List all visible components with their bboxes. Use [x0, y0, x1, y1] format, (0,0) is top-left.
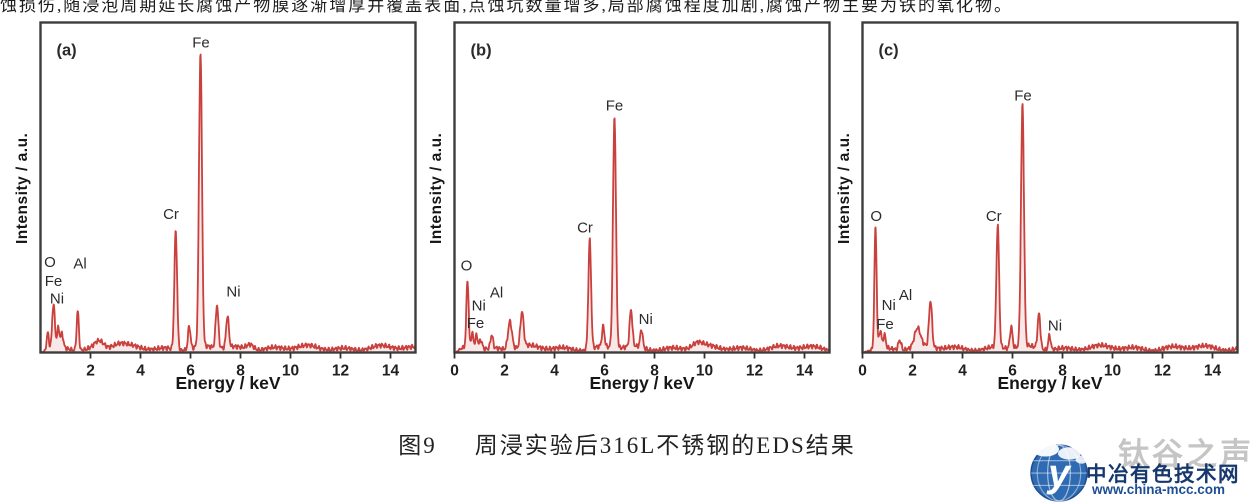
svg-text:Al: Al	[490, 284, 503, 301]
svg-text:Ni: Ni	[226, 284, 240, 301]
svg-text:12: 12	[1154, 363, 1171, 380]
svg-text:8: 8	[650, 363, 659, 380]
svg-text:14: 14	[1204, 363, 1222, 380]
svg-text:O: O	[44, 254, 56, 271]
svg-text:2: 2	[500, 363, 509, 380]
top-clipped-text-line: 蚀损伤,随浸泡周期延长腐蚀产物膜逐渐增厚并覆盖表面,点蚀坑数量增多,局部腐蚀程度…	[0, 0, 1013, 13]
globe-logo-icon: y	[1030, 442, 1088, 502]
figure-title: 周浸实验后316L不锈钢的EDS结果	[474, 433, 856, 458]
svg-text:Ni: Ni	[472, 298, 486, 315]
eds-panel-c: Intensity / a.u. 0 2 4 6 8 10 12 14 (c) O Ni Fe Al Cr…	[829, 21, 1239, 394]
eds-panel-a: Intensity / a.u. 2 4 6 8 10 12 14 (a) O Fe Ni Al Cr F…	[7, 21, 417, 394]
svg-text:Fe: Fe	[467, 315, 485, 332]
svg-text:Ni: Ni	[1048, 317, 1062, 334]
cloud-shape	[1075, 455, 1088, 464]
svg-text:Al: Al	[73, 256, 86, 273]
svg-text:8: 8	[236, 363, 245, 380]
figure-caption: 图9 周浸实验后316L不锈钢的EDS结果	[0, 426, 1254, 460]
svg-text:12: 12	[746, 363, 763, 380]
svg-text:6: 6	[186, 363, 195, 380]
cloud-shape	[1057, 447, 1081, 460]
spectrum-chart-c: 0 2 4 6 8 10 12 14 (c) O Ni Fe Al Cr Fe Ni	[858, 21, 1239, 380]
y-axis-label: Intensity / a.u.	[14, 132, 31, 244]
eds-figure: Intensity / a.u. 2 4 6 8 10 12 14 (a) O Fe Ni Al Cr F…	[0, 21, 1254, 421]
top-clipped-text: 蚀损伤,随浸泡周期延长腐蚀产物膜逐渐增厚并覆盖表面,点蚀坑数量增多,局部腐蚀程度…	[0, 0, 1254, 13]
svg-text:6: 6	[1008, 363, 1017, 380]
svg-text:6: 6	[600, 363, 609, 380]
svg-text:O: O	[461, 257, 473, 274]
eds-panel-b: Intensity / a.u. 0 2 4 6 8 10 12 14 (b) O Ni Fe Al Cr…	[421, 21, 831, 394]
svg-text:2: 2	[908, 363, 917, 380]
svg-text:Fe: Fe	[876, 316, 894, 333]
svg-text:4: 4	[136, 363, 145, 380]
figure-number: 图9	[398, 433, 437, 458]
svg-text:(c): (c)	[879, 42, 899, 60]
site-name: 中冶有色技术网	[1086, 463, 1240, 486]
svg-text:Ni: Ni	[50, 290, 64, 307]
svg-text:Cr: Cr	[577, 219, 593, 236]
watermark-overlay-text: 钛谷之声	[1118, 437, 1254, 472]
x-axis-label: Energy / keV	[589, 373, 695, 393]
svg-text:Fe: Fe	[192, 35, 210, 52]
svg-text:12: 12	[332, 363, 349, 380]
svg-text:10: 10	[1104, 363, 1121, 380]
svg-text:Ni: Ni	[639, 311, 653, 328]
svg-text:0: 0	[858, 363, 867, 380]
svg-text:8: 8	[1058, 363, 1067, 380]
site-url: www.china-mcc.com	[1092, 482, 1226, 497]
site-watermark: 钛谷之声 y 中冶有色技术网 www.china-mcc.com	[1028, 433, 1254, 503]
svg-text:14: 14	[796, 363, 814, 380]
x-axis-label: Energy / keV	[997, 373, 1103, 393]
svg-text:4: 4	[550, 363, 559, 380]
svg-text:Fe: Fe	[606, 97, 624, 114]
svg-text:4: 4	[958, 363, 967, 380]
svg-text:Ni: Ni	[882, 297, 896, 314]
svg-text:O: O	[870, 208, 882, 225]
y-axis-label: Intensity / a.u.	[836, 132, 853, 244]
svg-text:Cr: Cr	[986, 208, 1002, 225]
svg-text:0: 0	[450, 363, 459, 380]
svg-text:10: 10	[282, 363, 299, 380]
svg-text:(a): (a)	[57, 42, 77, 60]
svg-text:10: 10	[696, 363, 713, 380]
svg-text:2: 2	[86, 363, 95, 380]
svg-text:14: 14	[382, 363, 400, 380]
svg-text:Cr: Cr	[163, 206, 179, 223]
cloud-shape	[1032, 442, 1059, 457]
svg-text:(b): (b)	[471, 42, 492, 60]
y-axis-label: Intensity / a.u.	[428, 132, 445, 244]
svg-text:Fe: Fe	[1014, 87, 1032, 104]
x-axis-label: Energy / keV	[175, 373, 281, 393]
svg-text:Al: Al	[899, 287, 912, 304]
svg-text:Fe: Fe	[45, 273, 63, 290]
